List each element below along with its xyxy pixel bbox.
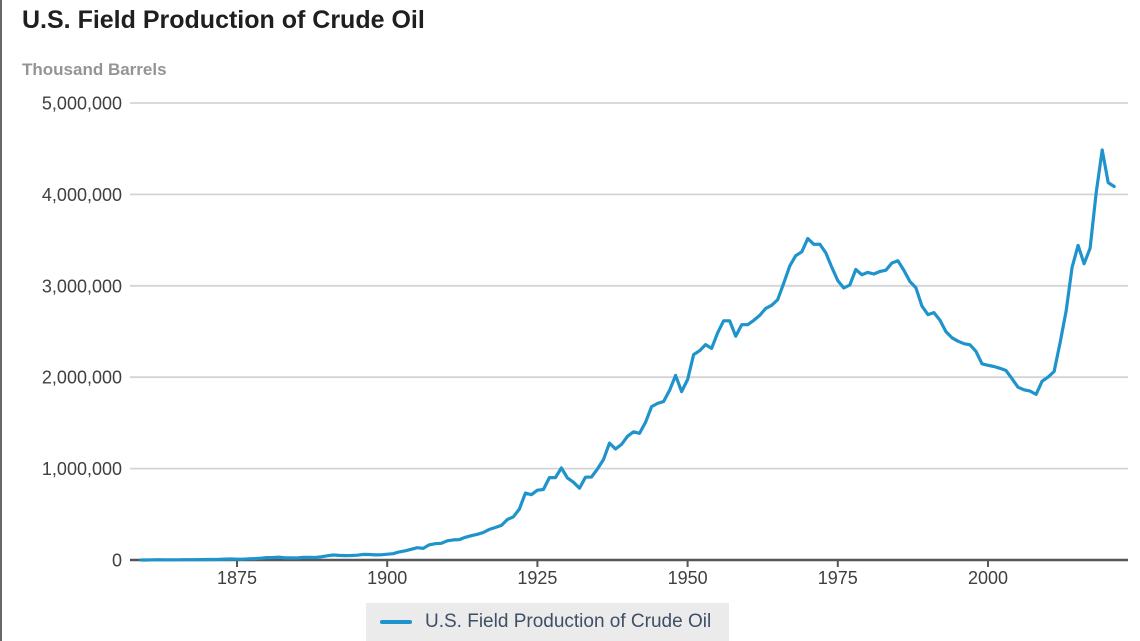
x-tick-label: 2000 [968, 568, 1008, 588]
data-series [139, 148, 1116, 562]
y-tick-label: 4,000,000 [42, 185, 122, 205]
chart-title: U.S. Field Production of Crude Oil [22, 6, 425, 34]
y-tick-label: 0 [112, 551, 122, 571]
y-tick-label: 5,000,000 [42, 94, 122, 114]
legend-item-crude-oil[interactable]: U.S. Field Production of Crude Oil [380, 611, 711, 633]
y-axis-units-label: Thousand Barrels [22, 60, 167, 79]
legend-line-swatch [380, 620, 412, 624]
x-tick-label: 1900 [367, 568, 407, 588]
legend: U.S. Field Production of Crude Oil [366, 603, 730, 641]
x-tick-label: 1875 [217, 568, 257, 588]
window-left-edge [0, 0, 2, 641]
y-tick-label: 3,000,000 [42, 276, 122, 296]
legend-item-label: U.S. Field Production of Crude Oil [425, 611, 712, 632]
y-tick-label: 2,000,000 [42, 368, 122, 388]
x-tick-label: 1950 [668, 568, 708, 588]
axis-tick-labels: 1875 1900 1925 1950 1975 2000 0 1,000,000 2,000,… [42, 94, 1008, 589]
x-tick-label: 1925 [517, 568, 557, 588]
gridlines [130, 102, 1128, 470]
x-axis [130, 558, 1128, 567]
y-tick-label: 1,000,000 [42, 459, 122, 479]
production-line[interactable] [139, 148, 1116, 562]
x-tick-label: 1975 [818, 568, 858, 588]
